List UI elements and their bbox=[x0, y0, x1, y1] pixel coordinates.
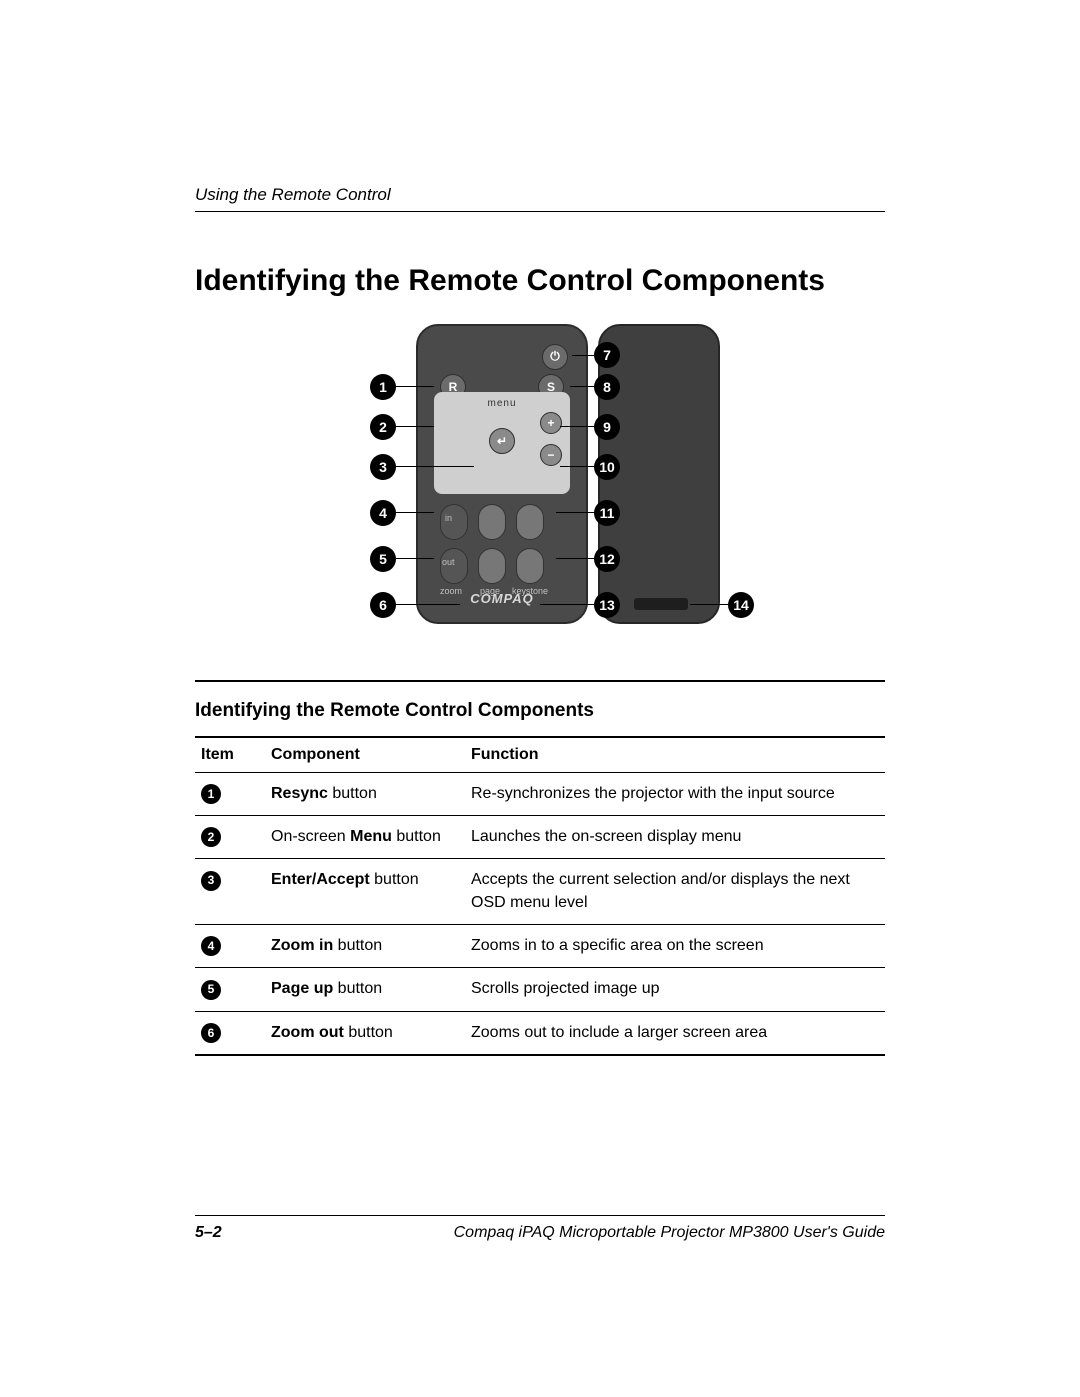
callout-9: 9 bbox=[594, 414, 620, 440]
callout-10: 10 bbox=[594, 454, 620, 480]
component-rest: button bbox=[344, 1024, 393, 1041]
row-function: Accepts the current selection and/or dis… bbox=[465, 859, 885, 925]
battery-slot bbox=[634, 598, 688, 610]
plus-button: + bbox=[540, 412, 562, 434]
component-rest: button bbox=[333, 980, 382, 997]
page-number: 5–2 bbox=[195, 1224, 222, 1242]
callout-12: 12 bbox=[594, 546, 620, 572]
callout-7: 7 bbox=[594, 342, 620, 368]
component-bold: Zoom in bbox=[271, 937, 333, 954]
menu-label: menu bbox=[434, 398, 570, 409]
running-header: Using the Remote Control bbox=[195, 185, 885, 212]
menu-pad: menu ↵ + − bbox=[434, 392, 570, 494]
component-bold: Resync bbox=[271, 785, 328, 802]
table-row: 4 Zoom in button Zooms in to a specific … bbox=[195, 925, 885, 968]
callout-5: 5 bbox=[370, 546, 396, 572]
callout-4: 4 bbox=[370, 500, 396, 526]
table-row: 2 On-screen Menu button Launches the on-… bbox=[195, 815, 885, 858]
remote-figure: ⏻ R S menu ↵ + − in out zoom page keysto… bbox=[330, 324, 750, 640]
component-rest: button bbox=[392, 828, 441, 845]
component-rest: button bbox=[370, 871, 419, 888]
row-badge: 6 bbox=[201, 1023, 221, 1043]
table-row: 1 Resync button Re-synchronizes the proj… bbox=[195, 772, 885, 815]
row-function: Re-synchronizes the projector with the i… bbox=[465, 772, 885, 815]
callout-1: 1 bbox=[370, 374, 396, 400]
callout-13: 13 bbox=[594, 592, 620, 618]
keystone-up-pill bbox=[516, 504, 544, 540]
callout-14: 14 bbox=[728, 592, 754, 618]
component-bold: Menu bbox=[350, 828, 392, 845]
callout-3: 3 bbox=[370, 454, 396, 480]
enter-button: ↵ bbox=[489, 428, 515, 454]
component-prefix: On-screen bbox=[271, 828, 350, 845]
row-function: Scrolls projected image up bbox=[465, 968, 885, 1011]
component-rest: button bbox=[328, 785, 377, 802]
table-row: 5 Page up button Scrolls projected image… bbox=[195, 968, 885, 1011]
row-function: Zooms in to a specific area on the scree… bbox=[465, 925, 885, 968]
row-badge: 2 bbox=[201, 827, 221, 847]
page-footer: 5–2 Compaq iPAQ Microportable Projector … bbox=[195, 1215, 885, 1242]
th-component: Component bbox=[265, 737, 465, 773]
component-bold: Page up bbox=[271, 980, 333, 997]
page-down-pill bbox=[478, 548, 506, 584]
th-item: Item bbox=[195, 737, 265, 773]
callout-6: 6 bbox=[370, 592, 396, 618]
minus-button: − bbox=[540, 444, 562, 466]
row-badge: 4 bbox=[201, 936, 221, 956]
page-up-pill bbox=[478, 504, 506, 540]
table-row: 6 Zoom out button Zooms out to include a… bbox=[195, 1011, 885, 1055]
th-function: Function bbox=[465, 737, 885, 773]
table-row: 3 Enter/Accept button Accepts the curren… bbox=[195, 859, 885, 925]
component-bold: Enter/Accept bbox=[271, 871, 370, 888]
callout-2: 2 bbox=[370, 414, 396, 440]
row-function: Launches the on-screen display menu bbox=[465, 815, 885, 858]
power-button: ⏻ bbox=[542, 344, 568, 370]
keystone-down-pill bbox=[516, 548, 544, 584]
row-badge: 5 bbox=[201, 980, 221, 1000]
callout-11: 11 bbox=[594, 500, 620, 526]
main-heading: Identifying the Remote Control Component… bbox=[195, 262, 885, 300]
in-label: in bbox=[445, 513, 452, 523]
component-bold: Zoom out bbox=[271, 1024, 344, 1041]
out-label: out bbox=[442, 557, 455, 567]
row-badge: 1 bbox=[201, 784, 221, 804]
row-badge: 3 bbox=[201, 871, 221, 891]
table-title: Identifying the Remote Control Component… bbox=[195, 700, 885, 722]
callout-8: 8 bbox=[594, 374, 620, 400]
components-table: Item Component Function 1 Resync button … bbox=[195, 736, 885, 1057]
guide-title: Compaq iPAQ Microportable Projector MP38… bbox=[454, 1224, 885, 1242]
remote-front: ⏻ R S menu ↵ + − in out zoom page keysto… bbox=[416, 324, 588, 624]
row-function: Zooms out to include a larger screen are… bbox=[465, 1011, 885, 1055]
component-rest: button bbox=[333, 937, 382, 954]
